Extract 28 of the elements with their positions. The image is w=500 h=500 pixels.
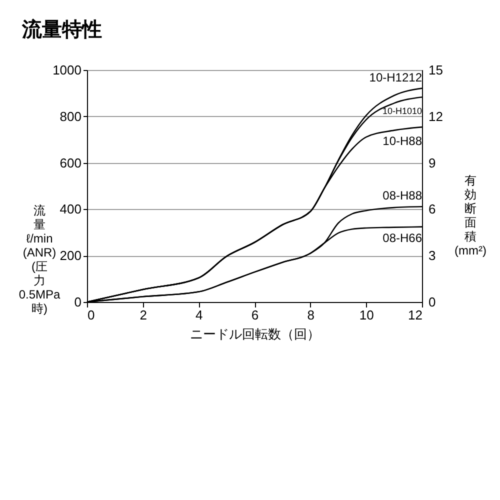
y-tick-label: 1000 — [52, 62, 82, 78]
y-tick-label: 400 — [60, 202, 82, 217]
y-tick-label: 200 — [60, 248, 82, 264]
y2-axis-title: 有効断面積 (mm²) — [454, 174, 486, 258]
series-label: 10-H88 — [382, 134, 422, 148]
series-label: 10-H1212 — [369, 70, 422, 84]
x-tick-label: 4 — [196, 308, 203, 322]
y-axis-title: 流量 ℓ/min (ANR) (圧力 0.5MPa 時) — [18, 204, 60, 316]
y2-tick-label: 0 — [428, 294, 436, 310]
y2-tick-label: 3 — [428, 248, 436, 264]
x-tick-label: 10 — [359, 308, 374, 322]
series-label: 08-H66 — [382, 230, 422, 245]
chart-title: 流量特性 — [21, 18, 102, 41]
y2-tick-label: 6 — [428, 202, 436, 217]
y2-tick-label: 15 — [428, 62, 443, 78]
series-label: 08-H88 — [382, 188, 422, 203]
x-axis-title: ニードル回転数（回） — [190, 326, 320, 342]
y-tick-label: 600 — [60, 155, 82, 170]
x-tick-label: 8 — [307, 308, 314, 322]
y-tick-label: 0 — [74, 294, 82, 310]
y2-tick-label: 12 — [428, 108, 443, 124]
x-tick-label: 2 — [140, 308, 147, 322]
y2-tick-label: 9 — [428, 155, 436, 170]
x-tick-label: 6 — [251, 308, 259, 322]
x-tick-label: 0 — [88, 308, 95, 322]
series-label: 10-H1010 — [382, 106, 422, 116]
y-tick-label: 800 — [60, 108, 82, 124]
x-tick-label: 12 — [408, 308, 422, 322]
